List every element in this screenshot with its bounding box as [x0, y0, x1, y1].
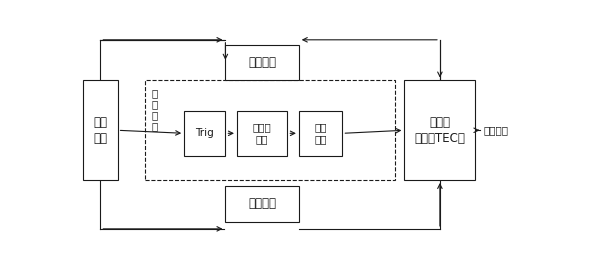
Text: Trig: Trig [195, 128, 214, 138]
Text: 激光管
（自带TEC）: 激光管 （自带TEC） [414, 116, 465, 145]
Text: 控制
模块: 控制 模块 [94, 116, 107, 145]
Bar [145, 81, 395, 180]
Text: 窄脉冲
电路: 窄脉冲 电路 [253, 122, 272, 144]
Text: 信
号
驱
动: 信 号 驱 动 [151, 89, 157, 131]
Bar [299, 111, 342, 156]
Bar [83, 81, 118, 180]
Text: 驱动
芯片: 驱动 芯片 [314, 122, 327, 144]
Text: 温度控制: 温度控制 [248, 56, 276, 69]
Bar [404, 81, 475, 180]
Bar [226, 45, 299, 81]
Text: 恒流补偿: 恒流补偿 [248, 197, 276, 210]
Bar [184, 111, 226, 156]
Bar [226, 186, 299, 222]
Text: 输出激光: 输出激光 [484, 125, 509, 135]
Bar [237, 111, 287, 156]
